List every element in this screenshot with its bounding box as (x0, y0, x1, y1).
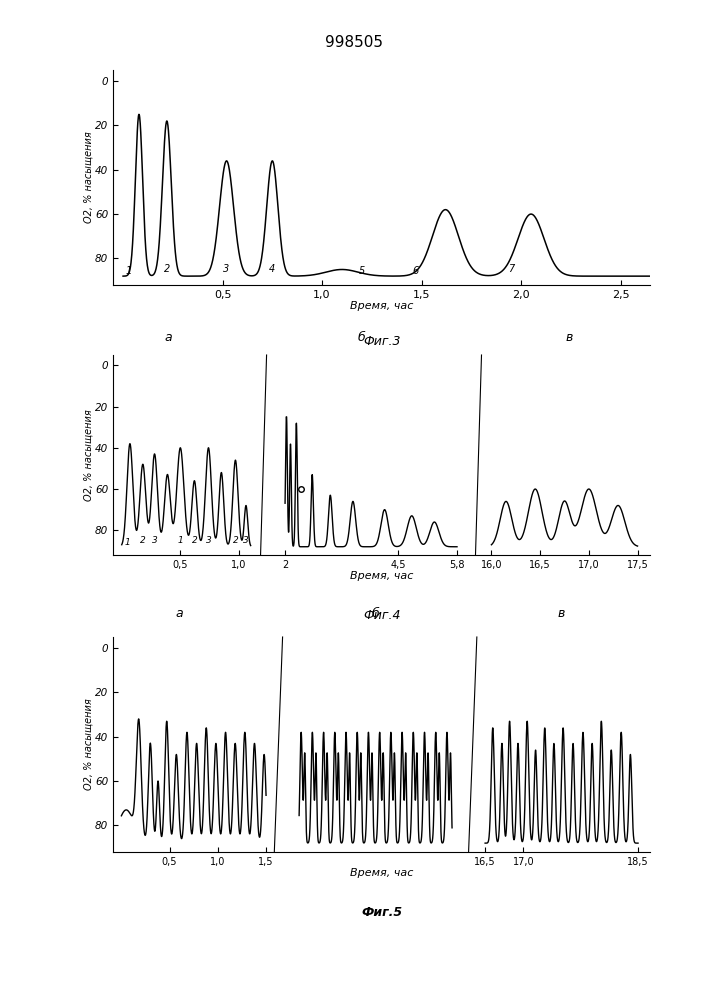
X-axis label: Время, час: Время, час (350, 868, 414, 878)
Text: в: в (558, 607, 566, 620)
Text: в: в (566, 331, 573, 344)
Text: 6: 6 (412, 266, 419, 276)
Text: 1: 1 (126, 266, 132, 276)
Text: 1: 1 (177, 536, 183, 545)
Text: 2: 2 (140, 536, 146, 545)
Text: а: а (165, 331, 173, 344)
Text: 2: 2 (164, 264, 170, 274)
X-axis label: Время, час: Время, час (350, 571, 414, 581)
Text: Фиг.4: Фиг.4 (363, 609, 401, 622)
Text: 1: 1 (124, 538, 131, 547)
Text: 7: 7 (508, 264, 514, 274)
Text: 2: 2 (233, 536, 238, 545)
Text: 3: 3 (152, 536, 158, 545)
Text: 3: 3 (243, 536, 249, 545)
Text: б: б (372, 607, 380, 620)
Text: 2: 2 (192, 536, 197, 545)
Text: а: а (175, 607, 183, 620)
X-axis label: Время, час: Время, час (350, 301, 414, 311)
Text: 4: 4 (269, 264, 276, 274)
Text: Фиг.5: Фиг.5 (361, 906, 402, 920)
Text: б: б (358, 331, 366, 344)
Y-axis label: O2, % насыщения: O2, % насыщения (83, 699, 93, 790)
Text: 5: 5 (358, 266, 365, 276)
Y-axis label: O2, % насыщения: O2, % насыщения (83, 409, 93, 501)
Y-axis label: O2, % насыщения: O2, % насыщения (83, 132, 93, 223)
Text: 3: 3 (223, 264, 230, 274)
Text: 3: 3 (206, 536, 211, 545)
Text: Фиг.3: Фиг.3 (363, 335, 401, 348)
Text: 998505: 998505 (325, 35, 382, 50)
